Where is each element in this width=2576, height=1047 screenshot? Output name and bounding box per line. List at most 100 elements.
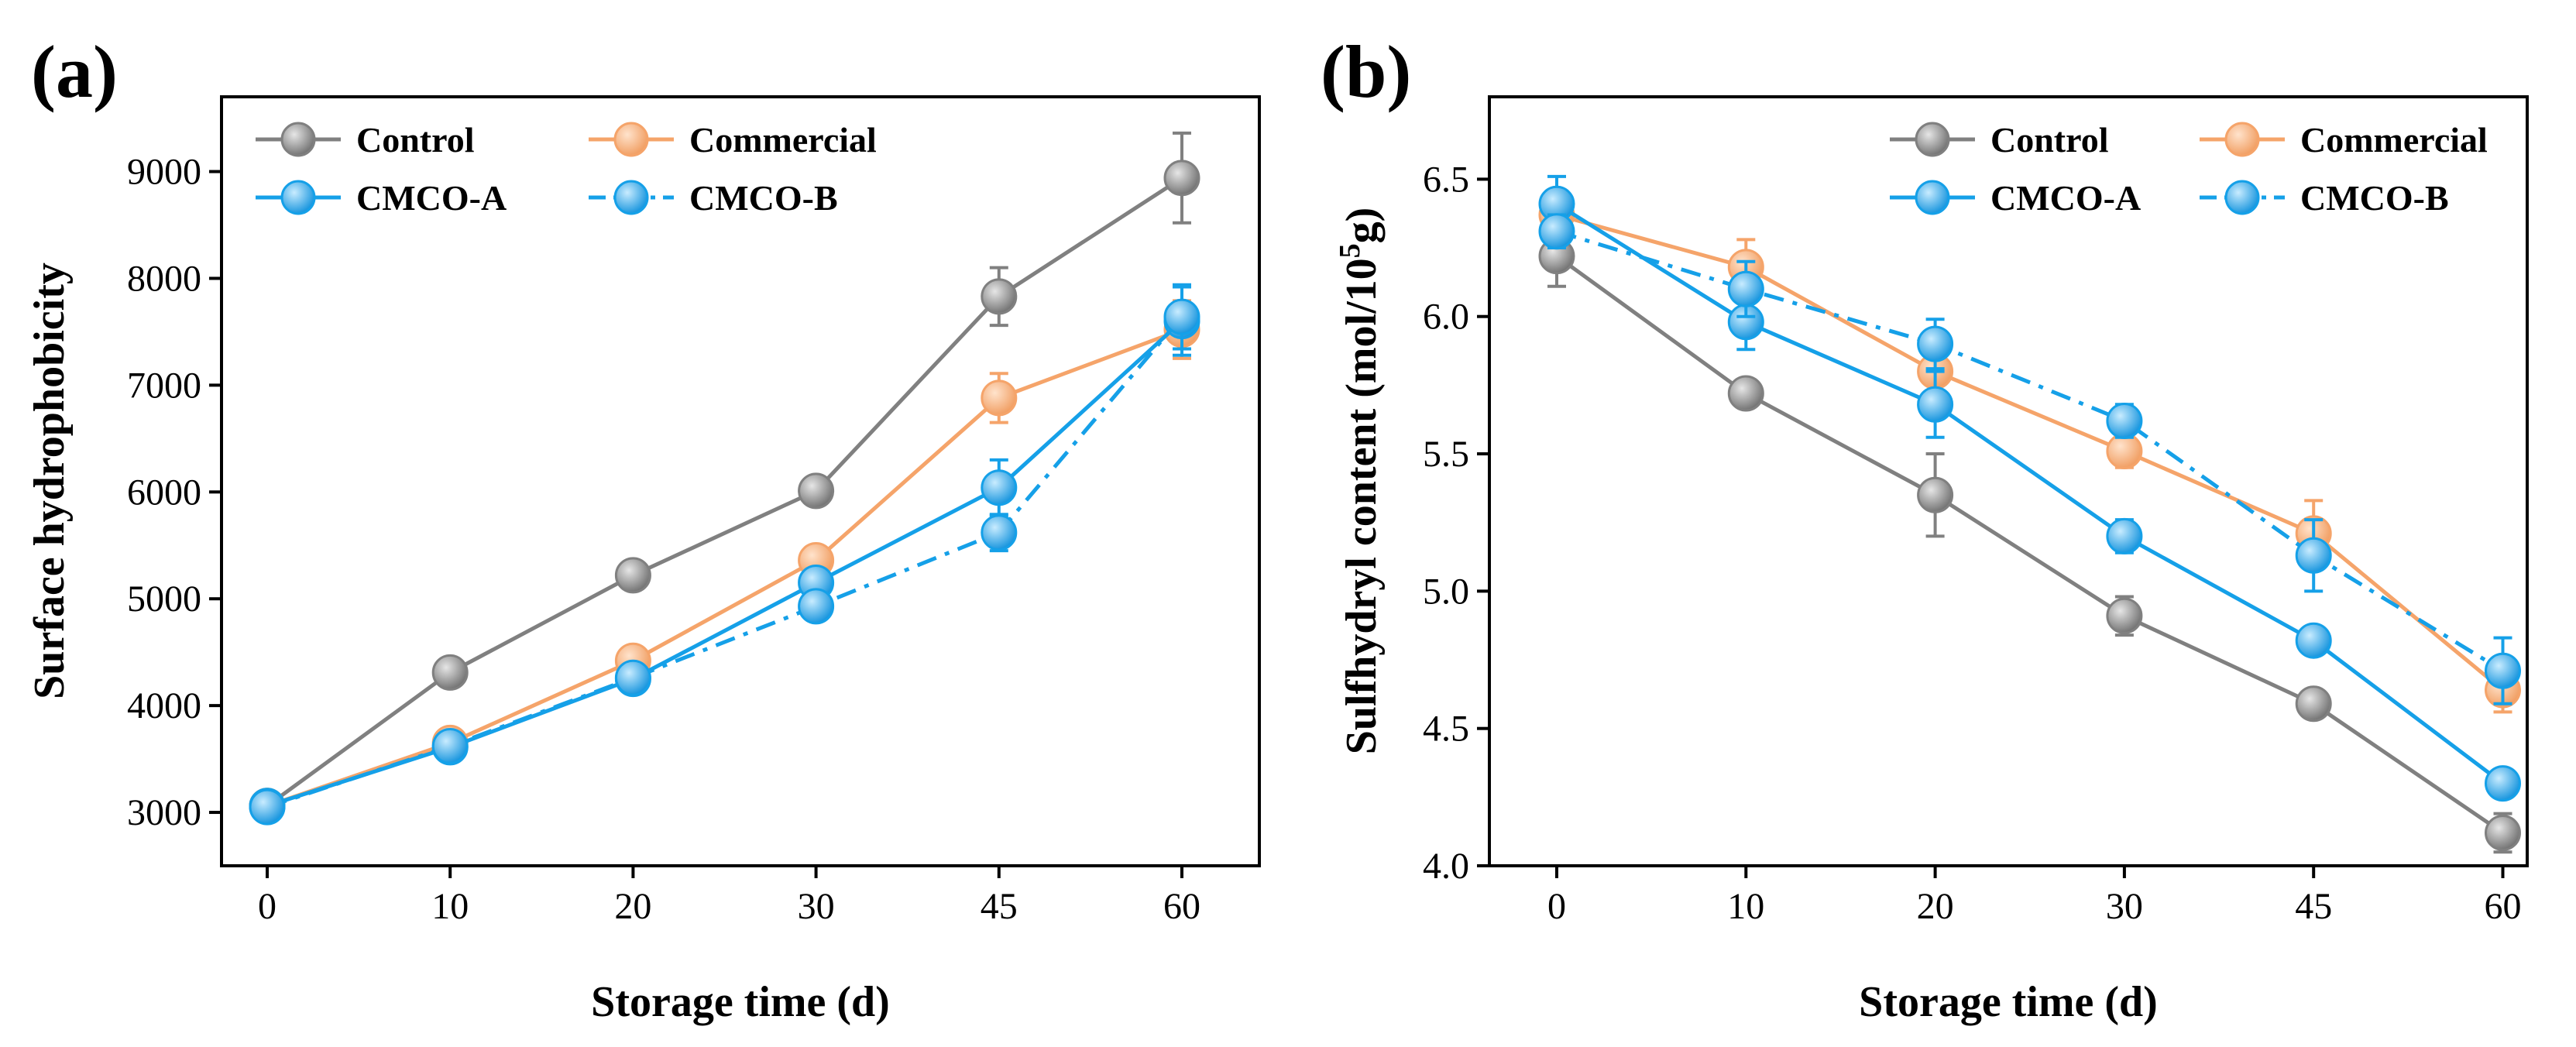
data-point xyxy=(981,514,1018,551)
series-cmco-b xyxy=(249,283,1200,826)
x-tick-label: 20 xyxy=(614,886,651,927)
x-tick-label: 60 xyxy=(2485,886,2522,927)
legend-marker xyxy=(2224,180,2260,215)
y-tick-label: 4.0 xyxy=(1423,846,1469,887)
data-point xyxy=(1727,375,1764,412)
panel-b-legend: Control Commercial CMCO-A CMCO-B xyxy=(1890,120,2488,218)
series-line xyxy=(1555,254,2504,835)
legend-item: CMCO-B xyxy=(2200,178,2449,218)
panel-a-y-axis-title: Surface hydrophobicity xyxy=(26,263,74,699)
data-point xyxy=(2295,685,2332,723)
panel-a-axes-frame xyxy=(220,95,1261,867)
data-point xyxy=(798,472,835,510)
y-tick-label: 6.0 xyxy=(1423,297,1469,338)
panel-a-x-axis-title: Storage time (d) xyxy=(591,978,890,1026)
legend-label: Control xyxy=(356,120,475,160)
panel-b-label: (b) xyxy=(1321,30,1411,113)
series-line xyxy=(1556,213,2505,692)
data-point xyxy=(1727,270,1764,307)
series-commercial xyxy=(249,299,1200,825)
y-tick-label: 6000 xyxy=(127,472,201,513)
data-point xyxy=(614,659,651,696)
legend-label: CMCO-B xyxy=(2300,178,2449,218)
legend-marker xyxy=(613,122,649,157)
series-cmco-b xyxy=(1538,213,2521,705)
y-tick-label: 9000 xyxy=(127,152,201,193)
x-tick-label: 45 xyxy=(981,886,1018,927)
x-tick-label: 60 xyxy=(1163,886,1200,927)
panel-a: (a) 0 10 20 30 45 60 3000 4000 5000 6000 7000 8000 9… xyxy=(26,30,1261,1026)
legend-label: CMCO-A xyxy=(356,178,507,218)
data-point xyxy=(2485,765,2521,802)
data-point xyxy=(1917,476,1954,513)
data-point xyxy=(614,557,651,594)
data-point xyxy=(249,788,286,826)
x-tick-label: 45 xyxy=(2295,886,2332,927)
y-tick-label: 3000 xyxy=(127,792,201,833)
x-tick-label: 0 xyxy=(258,886,276,927)
data-point xyxy=(981,278,1018,315)
data-point xyxy=(2106,402,2143,439)
data-point xyxy=(2106,597,2143,634)
data-point xyxy=(981,469,1018,506)
panel-b-x-axis-title: Storage time (d) xyxy=(1859,978,2158,1026)
data-point xyxy=(1917,386,1954,423)
panel-b-axes-frame xyxy=(1488,95,2529,867)
panel-b-y-axis-title: Sulfhydryl content (mol/105g) xyxy=(1334,208,1386,755)
legend-item: Commercial xyxy=(589,120,877,160)
y-tick-label: 4.5 xyxy=(1423,709,1469,750)
panel-b-series xyxy=(1538,174,2521,854)
series-line xyxy=(266,315,1183,809)
data-point xyxy=(431,728,469,765)
data-point xyxy=(431,654,469,691)
data-point xyxy=(1538,213,1575,250)
y-tick-label: 6.5 xyxy=(1423,159,1469,200)
series-line xyxy=(1555,202,2505,785)
legend-label: Commercial xyxy=(2300,120,2488,160)
data-point xyxy=(2106,432,2143,469)
y-tick-label: 8000 xyxy=(127,258,201,299)
legend-label: Control xyxy=(1990,120,2109,160)
x-tick-label: 10 xyxy=(431,886,469,927)
panel-b-ticks: 0 10 20 30 45 60 4.0 4.5 5.0 5.5 6.0 6.5 xyxy=(1423,159,2522,927)
legend-item: CMCO-A xyxy=(256,178,507,218)
legend-label: CMCO-A xyxy=(1990,178,2141,218)
data-point xyxy=(2295,622,2332,659)
x-tick-label: 20 xyxy=(1917,886,1954,927)
data-point xyxy=(2485,814,2521,851)
legend-marker xyxy=(613,180,649,215)
data-point xyxy=(2295,537,2332,574)
y-tick-label: 5000 xyxy=(127,578,201,620)
legend-marker xyxy=(1915,180,1950,215)
series-cmco-a xyxy=(249,285,1200,825)
series-control xyxy=(249,131,1200,825)
legend-item: CMCO-B xyxy=(589,178,838,218)
legend-item: Commercial xyxy=(2200,120,2488,160)
data-point xyxy=(981,379,1018,417)
x-tick-label: 30 xyxy=(2106,886,2143,927)
panel-a-ticks: 0 10 20 30 45 60 3000 4000 5000 6000 7000 8000 9000 xyxy=(127,152,1200,927)
series-control xyxy=(1538,224,2521,854)
y-tick-label: 7000 xyxy=(127,365,201,406)
y-tick-label: 4000 xyxy=(127,685,201,726)
legend-item: Control xyxy=(256,120,475,160)
data-point xyxy=(1163,160,1200,197)
y-tick-label: 5.0 xyxy=(1423,571,1469,612)
data-point xyxy=(2106,517,2143,554)
panel-a-series xyxy=(249,131,1200,826)
series-line xyxy=(266,328,1183,808)
x-tick-label: 30 xyxy=(798,886,835,927)
legend-label: CMCO-B xyxy=(689,178,838,218)
series-commercial xyxy=(1538,196,2521,714)
legend-marker xyxy=(280,122,316,157)
legend-marker xyxy=(280,180,316,215)
data-point xyxy=(1917,325,1954,362)
legend-item: CMCO-A xyxy=(1890,178,2141,218)
data-point xyxy=(1163,298,1200,335)
legend-marker xyxy=(1915,122,1950,157)
x-tick-label: 10 xyxy=(1727,886,1764,927)
series-line xyxy=(266,319,1183,808)
panel-a-legend: Control Commercial CMCO-A CMCO-B xyxy=(256,120,877,218)
x-tick-label: 0 xyxy=(1547,886,1566,927)
